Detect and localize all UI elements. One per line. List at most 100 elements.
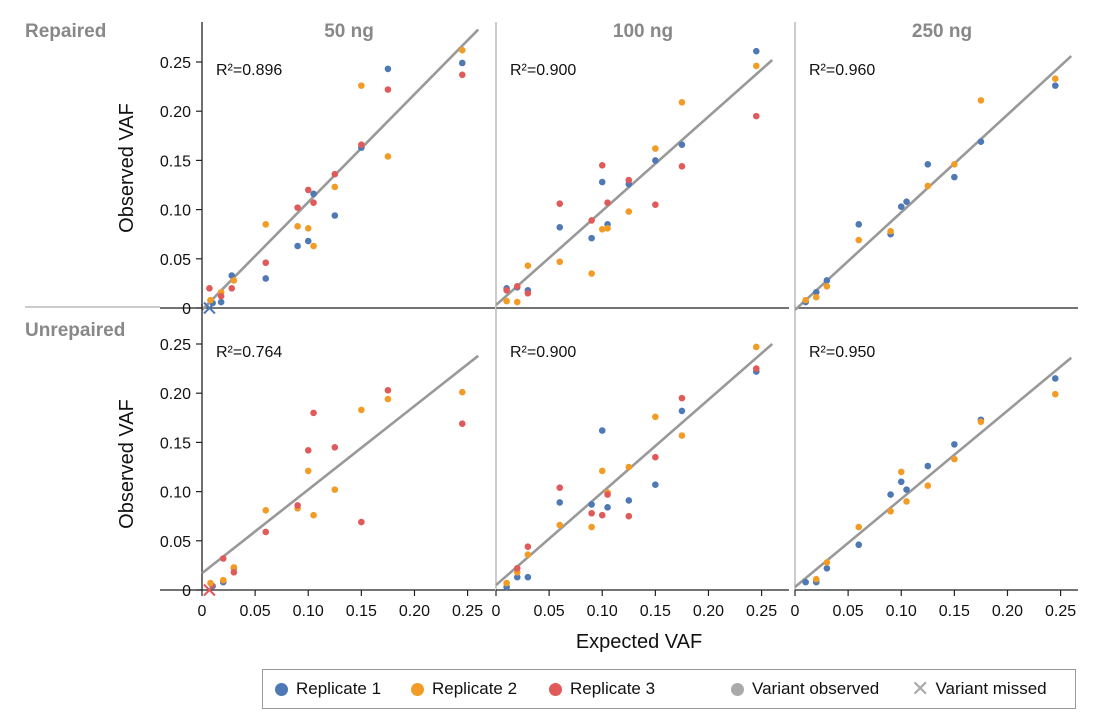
data-point-replicate-2 [262,506,270,514]
legend-item-replicate-3: Replicate 3 [549,670,655,708]
fit-line [794,55,1073,311]
r2-label: R²=0.900 [510,344,576,361]
legend-label: Variant missed [935,679,1047,698]
data-point-replicate-2 [358,406,365,414]
data-point-replicate-2 [294,223,301,230]
fit-line [495,59,774,307]
data-point-replicate-1 [855,221,863,228]
data-point-replicate-2 [331,183,339,191]
fit-line [201,28,480,311]
legend-variant-missed-icon: ✕ [911,676,930,701]
y-tick-label: 0 [182,583,191,600]
data-point-replicate-1 [752,47,760,55]
x-tick-label: 0.25 [746,603,777,620]
y-tick-label: 0.25 [160,337,191,354]
data-point-replicate-1 [294,242,301,250]
y-axis-label-bottom: Observed VAF [116,399,138,529]
data-point-replicate-3 [588,217,595,224]
data-point-replicate-3 [358,141,365,148]
data-point-replicate-3 [524,289,532,297]
data-point-replicate-2 [678,99,686,106]
data-point-replicate-1 [903,198,910,206]
data-point-replicate-1 [598,178,606,186]
x-tick-label: 0.05 [240,603,271,620]
data-point-replicate-2 [823,559,831,566]
data-point-replicate-1 [588,501,595,508]
r2-label: R²=0.960 [809,62,875,79]
x-tick-label: 0 [791,603,800,620]
panel-5: 0 0.05 0.10 0.15 0.20 0.25 R²=0.900 [492,304,789,620]
panel-6: 0 0.05 0.10 0.15 0.20 0.25 R²=0.950 [791,304,1078,620]
data-point-replicate-3 [384,86,392,93]
y-tick-label: 0 [182,301,191,318]
legend-item-replicate-1: Replicate 1 [275,670,381,708]
legend-replicate-2-icon [411,682,424,696]
data-point-replicate-2 [331,486,339,493]
data-point-replicate-2 [384,153,392,160]
x-tick-label: 0.15 [346,603,377,620]
data-point-replicate-2 [887,507,894,515]
legend-label: Variant observed [752,679,880,698]
data-point-replicate-2 [310,511,317,519]
data-point-replicate-1 [384,65,392,73]
panel-2: 100 ng R²=0.900 [495,21,789,309]
x-tick-label: 0.10 [293,603,324,620]
data-point-replicate-2 [458,46,466,54]
data-point-replicate-2 [524,262,532,269]
data-point-replicate-3 [503,286,510,294]
data-point-replicate-2 [977,418,985,426]
data-point-replicate-1 [598,427,606,434]
data-point-replicate-3 [358,518,365,526]
data-point-replicate-1 [304,237,312,245]
data-point-replicate-1 [588,234,595,242]
legend: Replicate 1 Replicate 2 Replicate 3 Vari… [262,669,1076,709]
data-point-replicate-3 [513,565,521,572]
data-point-replicate-3 [310,409,317,417]
x-tick-label: 0.05 [833,603,864,620]
r2-label: R²=0.900 [510,62,576,79]
data-point-replicate-2 [598,467,606,475]
legend-item-replicate-2: Replicate 2 [411,670,517,708]
data-point-replicate-2 [304,224,312,232]
data-point-replicate-3 [310,199,317,207]
data-point-replicate-3 [604,199,611,207]
y-tick-label: 0.20 [160,386,191,403]
data-point-replicate-3 [458,71,466,79]
data-point-replicate-1 [556,224,564,231]
legend-label: Replicate 3 [570,679,656,698]
data-point-replicate-1 [331,212,339,219]
fit-line [794,356,1073,589]
cross-stroke [203,301,216,315]
fit-line [495,343,774,587]
data-point-replicate-1 [217,298,225,306]
data-point-replicate-3 [230,568,238,576]
row-label-unrepaired: Unrepaired [25,320,125,341]
y-tick-label: 0.10 [160,203,191,220]
data-point-replicate-3 [331,444,339,451]
data-point-replicate-1 [887,491,894,498]
data-point-replicate-2 [598,225,606,233]
legend-replicate-1-icon [275,682,288,696]
data-point-replicate-2 [358,82,365,89]
data-point-replicate-2 [513,298,521,306]
data-point-replicate-3 [752,112,760,120]
panel-1: 0 0.05 0.10 0.15 0.20 0.25 50 ng R²=0.896 [160,21,495,318]
data-point-replicate-2 [903,498,910,505]
data-point-replicate-1 [556,499,564,506]
y-tick-label: 0.25 [160,55,191,72]
data-point-replicate-1 [458,59,466,67]
data-point-replicate-2 [812,575,820,583]
data-point-replicate-3 [652,453,659,461]
legend-replicate-3-icon [549,682,562,696]
data-point-replicate-2 [951,161,958,168]
data-point-replicate-2 [977,97,985,104]
data-point-replicate-1 [678,407,686,415]
data-point-replicate-2 [588,523,595,531]
data-point-replicate-2 [207,296,214,304]
data-point-replicate-2 [524,551,532,558]
x-tick-label: 0.20 [693,603,724,620]
data-point-replicate-2 [897,468,905,476]
data-point-replicate-2 [652,413,659,421]
data-point-replicate-3 [556,484,564,491]
data-point-replicate-3 [625,512,633,520]
